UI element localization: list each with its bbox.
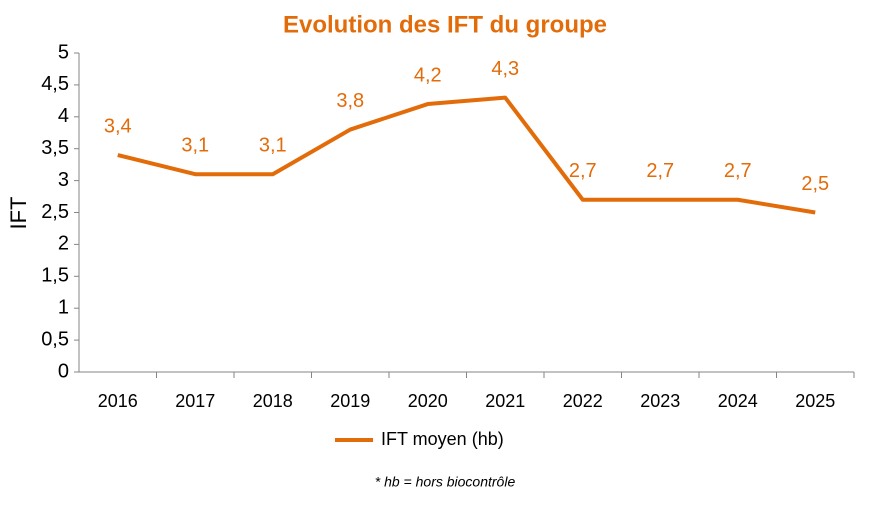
data-label: 3,1 — [259, 135, 287, 157]
x-tick-label: 2019 — [330, 391, 370, 411]
x-tick-label: 2016 — [98, 391, 138, 411]
data-label: 2,7 — [724, 160, 752, 182]
y-tick-label: 2,5 — [41, 201, 69, 223]
y-tick-label: 0 — [58, 360, 69, 382]
y-tick-label: 3 — [58, 169, 69, 191]
legend-label: IFT moyen (hb) — [381, 429, 504, 449]
data-label: 3,4 — [104, 115, 132, 137]
y-tick-label: 2 — [58, 233, 69, 255]
data-label: 3,8 — [336, 90, 364, 112]
data-label: 4,3 — [491, 58, 519, 80]
x-tick-label: 2017 — [175, 391, 215, 411]
x-tick-label: 2022 — [563, 391, 603, 411]
x-tick-label: 2025 — [795, 391, 835, 411]
y-tick-label: 1,5 — [41, 265, 69, 287]
series-line — [117, 95, 816, 215]
data-label: 4,2 — [414, 64, 442, 86]
y-tick-label: 4,5 — [41, 73, 69, 95]
y-tick-label: 4 — [58, 105, 69, 127]
chart-title: Evolution des IFT du groupe — [283, 11, 607, 38]
data-label: 2,5 — [801, 173, 829, 195]
x-tick-label: 2020 — [408, 391, 448, 411]
x-tick-label: 2023 — [640, 391, 680, 411]
y-axis-title: IFT — [6, 197, 31, 230]
data-label: 2,7 — [646, 160, 674, 182]
x-tick-label: 2024 — [718, 391, 758, 411]
y-tick-label: 0,5 — [41, 328, 69, 350]
y-tick-label: 1 — [58, 296, 69, 318]
y-tick-label: 3,5 — [41, 137, 69, 159]
x-tick-label: 2018 — [253, 391, 293, 411]
footnote: * hb = hors biocontrôle — [375, 474, 516, 490]
data-label: 3,1 — [181, 135, 209, 157]
y-tick-label: 5 — [58, 41, 69, 63]
data-label: 2,7 — [569, 160, 597, 182]
x-tick-label: 2021 — [485, 391, 525, 411]
